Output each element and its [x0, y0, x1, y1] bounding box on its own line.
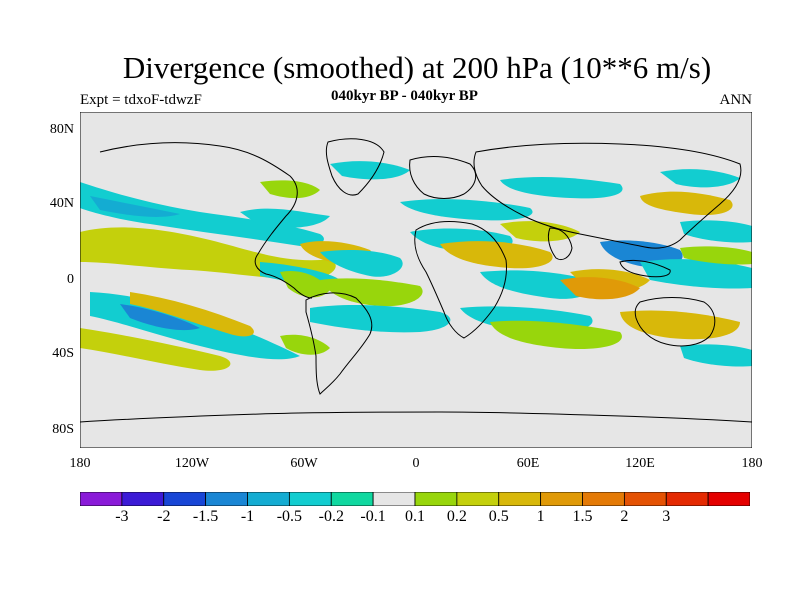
- coastline-india: [547, 227, 573, 261]
- contour-south-pacific-east: [680, 344, 752, 367]
- lat-label-80s: 80S: [52, 422, 74, 437]
- colorbar-label: -0.2: [318, 508, 344, 525]
- season-label: ANN: [719, 92, 753, 108]
- subtitle: 040kyr BP - 040kyr BP: [331, 88, 478, 104]
- colorbar-label: 0.1: [405, 508, 425, 525]
- divergence-contours: [80, 161, 752, 371]
- contour-north-atlantic-negative: [330, 161, 410, 180]
- colorbar-label: 0.2: [446, 508, 467, 525]
- lon-label-0: 0: [412, 456, 420, 471]
- contour-atlantic-negative: [320, 250, 403, 277]
- page-title: Divergence (smoothed) at 200 hPa (10**6 …: [122, 50, 712, 85]
- colorbar-swatch: [121, 492, 165, 506]
- contour-south-pacific-positive: [80, 328, 231, 371]
- contour-arabia-positive: [500, 221, 580, 242]
- contour-north-pacific-positive: [680, 246, 752, 265]
- contour-east-asia-negative: [660, 169, 740, 188]
- contour-north-pacific-negative: [680, 220, 752, 243]
- colorbar-swatch: [372, 492, 416, 506]
- colorbar-swatch: [665, 492, 709, 506]
- colorbar-label: -0.1: [360, 508, 386, 525]
- contour-asia-negative: [500, 177, 623, 199]
- colorbar-label: 1: [536, 508, 545, 525]
- contour-north-africa-negative: [400, 199, 533, 221]
- lon-label-180w: 180: [69, 456, 91, 471]
- colorbar-swatch: [288, 492, 332, 506]
- contour-africa-positive: [440, 241, 553, 269]
- contour-asia-positive: [640, 191, 733, 216]
- lat-label-80n: 80N: [49, 122, 74, 137]
- colorbar: [80, 492, 750, 506]
- lon-label-60w: 60W: [290, 456, 318, 471]
- lat-label-40s: 40S: [52, 346, 74, 361]
- coastline-africa: [414, 221, 507, 339]
- colorbar-swatch: [582, 492, 625, 506]
- coastline-antarctica: [80, 411, 752, 423]
- colorbar-swatch: [163, 492, 207, 506]
- contour-south-pacific-band: [130, 292, 254, 337]
- contour-pacific-negative: [80, 182, 324, 247]
- colorbar-label: 3: [662, 508, 671, 525]
- coastlines: [80, 138, 752, 423]
- coastline-australia: [634, 297, 716, 347]
- colorbar-label: -1.5: [192, 508, 219, 525]
- contour-pacific-negative-core: [90, 196, 180, 217]
- contour-brazil-positive: [320, 278, 423, 307]
- contour-indian-ocean-negative: [480, 270, 593, 299]
- contour-greenland-positive: [260, 180, 320, 199]
- contour-south-america-south: [280, 334, 330, 355]
- contour-south-america-positive: [280, 270, 330, 298]
- colorbar-swatch: [540, 492, 583, 506]
- colorbar-swatch: [205, 492, 248, 506]
- lon-label-180e: 180: [741, 456, 763, 471]
- lon-label-120w: 120W: [174, 456, 210, 471]
- colorbar-swatch: [498, 492, 542, 506]
- colorbar-swatch: [80, 492, 123, 506]
- colorbar-label: -1: [240, 508, 255, 525]
- colorbar-swatch: [623, 492, 667, 506]
- colorbar-swatch: [456, 492, 500, 506]
- coastline-north-america: [99, 142, 313, 299]
- contour-australia-positive: [620, 310, 740, 340]
- contour-west-pacific-negative: [640, 259, 752, 289]
- colorbar-swatch: [247, 492, 290, 506]
- lat-label-40n: 40N: [49, 196, 74, 211]
- coastline-south-america: [305, 292, 373, 395]
- colorbar-label: -3: [115, 508, 129, 525]
- contour-maritime-continent-positive: [560, 277, 640, 300]
- lat-label-0: 0: [67, 272, 74, 287]
- colorbar-label: 0.5: [488, 508, 509, 525]
- colorbar-swatch: [330, 492, 374, 506]
- coastline-greenland: [325, 138, 385, 196]
- coastline-europe: [409, 156, 477, 199]
- contour-north-america-positive: [240, 208, 330, 228]
- contour-south-indian-positive: [490, 320, 622, 350]
- colorbar-label: -2: [157, 508, 171, 525]
- contour-south-atlantic-negative: [310, 305, 451, 333]
- lon-label-120e: 120E: [625, 456, 655, 471]
- colorbar-label: 2: [620, 508, 629, 525]
- contour-south-pacific-negative-core: [120, 304, 200, 331]
- divergence-map: [80, 112, 752, 448]
- coastline-indonesia: [619, 259, 671, 278]
- experiment-label: Expt = tdxoF-tdwzF: [80, 92, 202, 108]
- colorbar-label: -0.5: [276, 508, 303, 525]
- lon-label-60e: 60E: [516, 456, 540, 471]
- coastline-asia: [473, 142, 742, 249]
- colorbar-label: 1.5: [572, 508, 593, 525]
- colorbar-swatch: [707, 492, 750, 506]
- colorbar-swatch: [414, 492, 458, 506]
